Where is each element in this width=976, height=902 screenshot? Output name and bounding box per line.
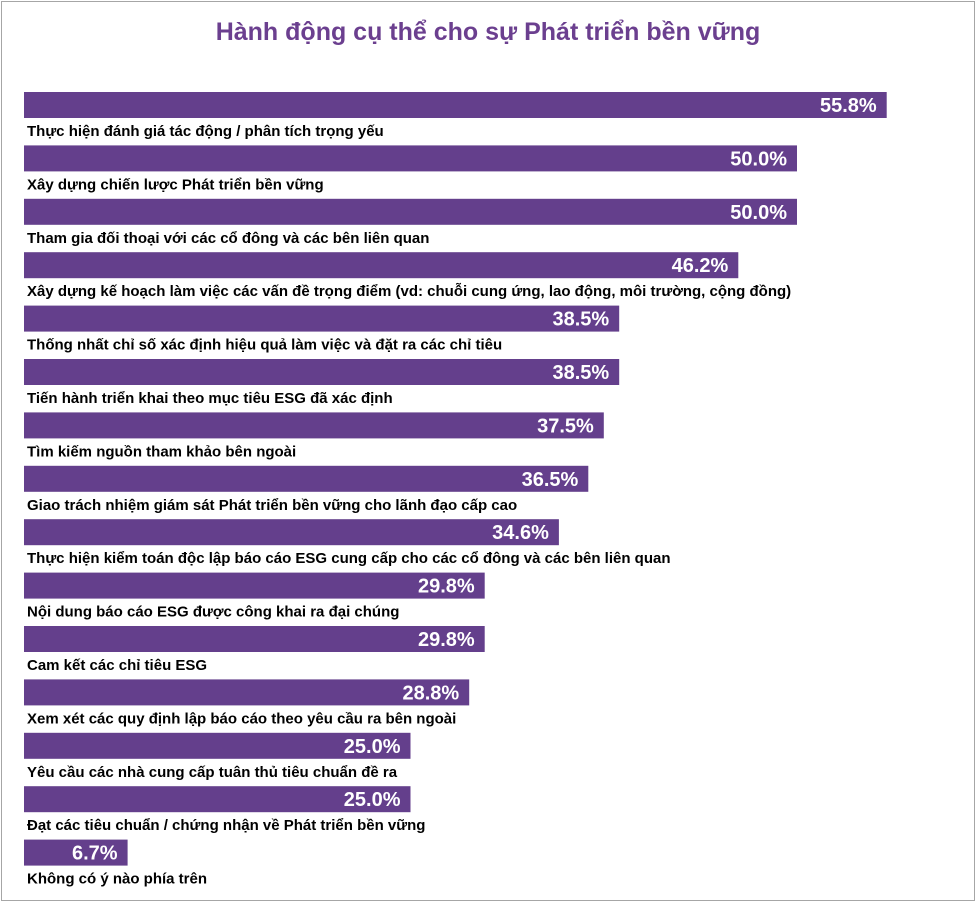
chart-title: Hành động cụ thể cho sự Phát triển bền v… bbox=[215, 18, 761, 46]
category-label: Xem xét các quy định lập báo cáo theo yê… bbox=[27, 710, 456, 727]
bar-value-label: 29.8% bbox=[418, 576, 475, 598]
category-label: Xây dựng kế hoạch làm việc các vấn đề tr… bbox=[27, 283, 791, 300]
bar-value-label: 38.5% bbox=[552, 309, 609, 331]
bar bbox=[24, 198, 797, 225]
bar bbox=[24, 519, 559, 546]
bar bbox=[24, 626, 485, 652]
bar bbox=[24, 145, 797, 172]
bar-value-label: 38.5% bbox=[552, 362, 609, 384]
bar-value-label: 29.8% bbox=[418, 629, 475, 651]
bar-value-label: 6.7% bbox=[72, 843, 118, 865]
bar-value-label: 34.6% bbox=[492, 522, 549, 544]
bar-value-label: 37.5% bbox=[537, 415, 594, 437]
bar-value-label: 50.0% bbox=[730, 148, 787, 170]
category-label: Cam kết các chỉ tiêu ESG bbox=[27, 657, 207, 674]
bar-value-label: 46.2% bbox=[672, 255, 729, 277]
bar bbox=[24, 679, 470, 706]
category-label: Tham gia đối thoại với các cổ đông và cá… bbox=[27, 230, 429, 247]
category-label: Xây dựng chiến lược Phát triển bền vững bbox=[27, 176, 324, 193]
category-label: Tìm kiếm nguồn tham khảo bên ngoài bbox=[27, 443, 296, 460]
category-label: Đạt các tiêu chuẩn / chứng nhận về Phát … bbox=[27, 817, 425, 834]
bar bbox=[24, 732, 411, 759]
bar bbox=[24, 839, 128, 866]
bar bbox=[24, 359, 620, 385]
bar-value-label: 50.0% bbox=[730, 202, 787, 224]
bar-value-label: 25.0% bbox=[344, 736, 401, 758]
category-label: Không có ý nào phía trên bbox=[27, 871, 207, 888]
category-label: Nội dung báo cáo ESG được công khai ra đ… bbox=[27, 604, 399, 621]
bar-value-label: 55.8% bbox=[820, 95, 877, 117]
category-label: Yêu cầu các nhà cung cấp tuân thủ tiêu c… bbox=[27, 764, 398, 781]
bar-value-label: 36.5% bbox=[522, 469, 579, 491]
bar-value-label: 28.8% bbox=[402, 682, 459, 704]
category-label: Giao trách nhiệm giám sát Phát triển bền… bbox=[27, 497, 517, 514]
bar bbox=[24, 786, 411, 813]
bar bbox=[24, 412, 604, 439]
category-label: Thực hiện kiểm toán độc lập báo cáo ESG … bbox=[27, 550, 671, 567]
bar-value-label: 25.0% bbox=[344, 789, 401, 811]
category-label: Thống nhất chỉ số xác định hiệu quả làm … bbox=[27, 337, 502, 354]
category-label: Tiến hành triển khai theo mục tiêu ESG đ… bbox=[27, 390, 393, 407]
bar bbox=[24, 252, 739, 279]
bar bbox=[24, 465, 589, 492]
bar bbox=[24, 305, 620, 332]
bar bbox=[24, 572, 485, 599]
bar bbox=[24, 92, 887, 118]
category-label: Thực hiện đánh giá tác động / phân tích … bbox=[27, 123, 384, 140]
